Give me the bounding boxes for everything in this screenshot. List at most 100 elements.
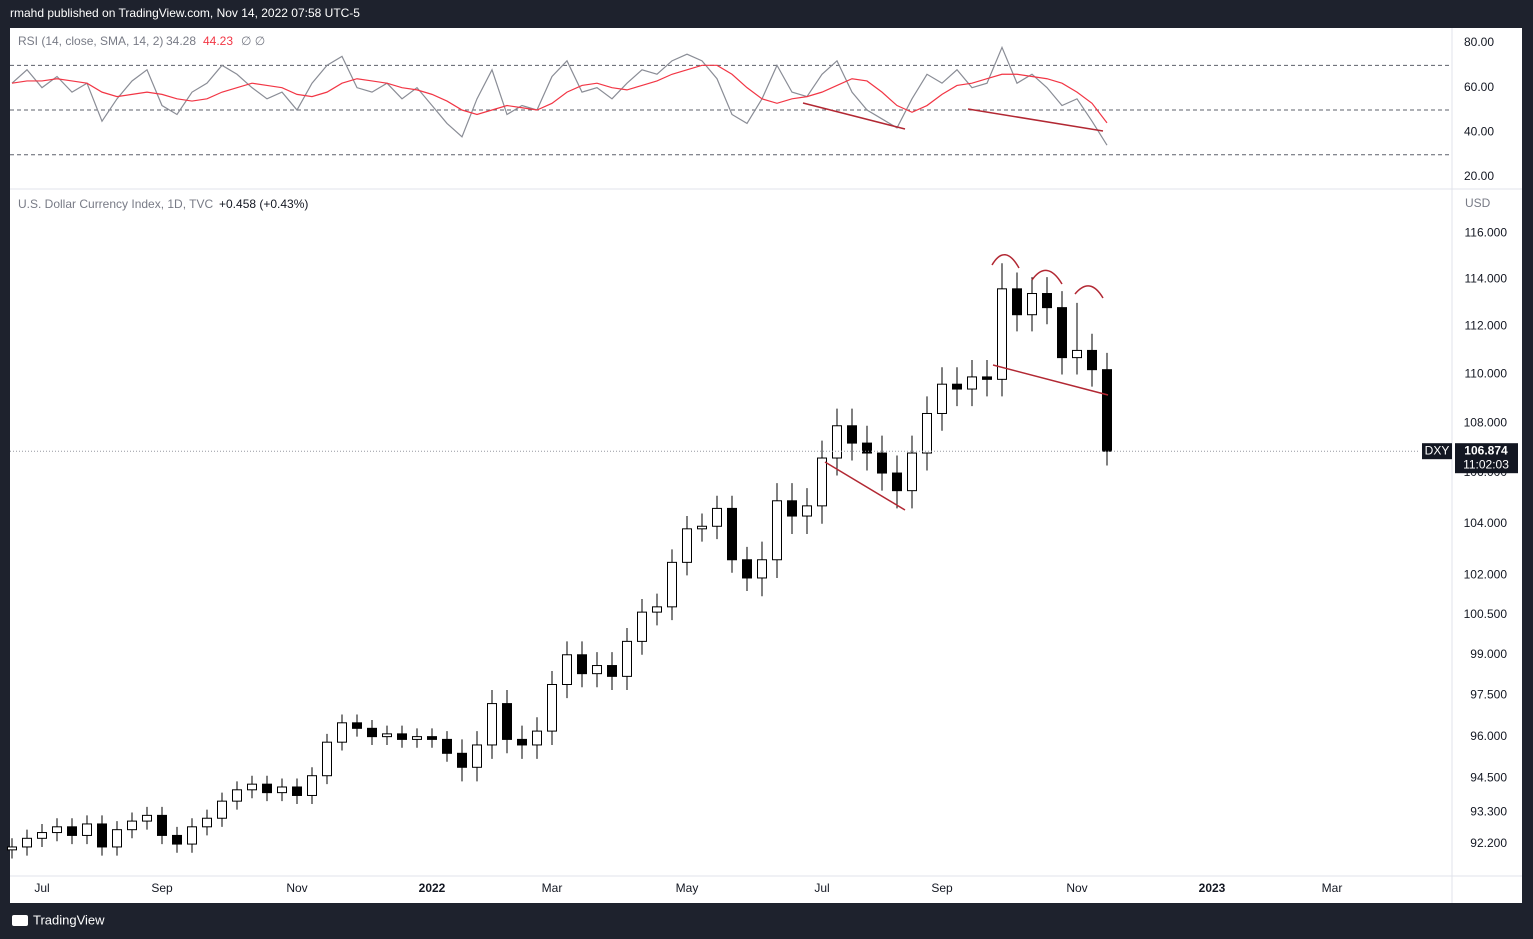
candle-body	[847, 425, 857, 444]
x-tick-label: Jul	[814, 881, 829, 895]
candle-body	[37, 832, 47, 839]
x-tick-label: Nov	[1066, 881, 1087, 895]
x-tick-label: Sep	[931, 881, 953, 895]
candle-body	[427, 736, 437, 740]
symbol-box	[1422, 443, 1452, 460]
candle-body	[802, 505, 812, 517]
candle-body	[772, 500, 782, 561]
x-tick-label: 2022	[419, 881, 446, 895]
candle-body	[607, 665, 617, 677]
candle-body	[457, 752, 467, 768]
candle-body	[382, 733, 392, 738]
rsi-trend-line	[802, 102, 906, 130]
trend-line	[824, 461, 906, 511]
candle-body	[877, 452, 887, 474]
x-tick-label: Mar	[542, 881, 563, 895]
candle-body	[472, 744, 482, 768]
candle-body	[787, 500, 797, 517]
y-tick-label: 94.500	[1470, 771, 1507, 785]
logo: TradingView	[12, 912, 105, 927]
candle-body	[727, 507, 737, 561]
rsi-line	[11, 64, 1108, 124]
y-tick-label: 116.000	[1465, 225, 1508, 239]
candle-body	[1087, 349, 1097, 371]
x-tick-label: May	[676, 881, 699, 895]
y-tick-label: 92.200	[1470, 836, 1507, 850]
y-tick-label: 104.000	[1464, 516, 1508, 530]
candle-body	[22, 837, 32, 848]
candle-body	[712, 507, 722, 527]
candle-body	[517, 738, 527, 746]
candle-body	[652, 606, 662, 613]
shoulder-arc	[991, 254, 1020, 269]
y-tick-label: 112.000	[1465, 319, 1508, 333]
currency-unit: USD	[1465, 196, 1491, 210]
candle-body	[487, 703, 497, 746]
y-tick-label: 114.000	[1465, 272, 1508, 286]
candle-body	[922, 412, 932, 454]
candle-body	[217, 800, 227, 819]
candle-body	[82, 823, 92, 836]
last-price-label: 106.874	[1464, 443, 1508, 457]
candle-body	[997, 288, 1007, 380]
publish-header: rmahd published on TradingView.com, Nov …	[10, 6, 360, 20]
candle-body	[757, 559, 767, 579]
rsi-flags: ∅ ∅	[241, 34, 265, 48]
countdown-label: 11:02:03	[1463, 457, 1509, 471]
candle-body	[1027, 293, 1037, 316]
candle-body	[937, 383, 947, 414]
y-tick-label: 102.000	[1464, 568, 1508, 582]
shoulder-arc	[1074, 285, 1104, 299]
candle-body	[1102, 369, 1112, 452]
y-tick-label: 97.500	[1470, 688, 1507, 702]
y-tick-label: 96.000	[1470, 729, 1507, 743]
candle-body	[292, 786, 302, 796]
candle-body	[502, 703, 512, 740]
price-change: +0.458 (+0.43%)	[219, 197, 308, 211]
y-tick-label: 100.500	[1464, 607, 1508, 621]
candle-body	[1057, 307, 1067, 359]
candle-body	[67, 826, 77, 836]
candle-body	[52, 826, 62, 834]
candle-body	[862, 442, 872, 454]
y-tick-label: 20.00	[1464, 169, 1494, 183]
logo-icon	[12, 915, 28, 926]
y-tick-label: 99.000	[1470, 647, 1507, 661]
candle-body	[232, 789, 242, 802]
candle-body	[172, 834, 182, 845]
plot-background	[10, 28, 1522, 903]
x-tick-label: Sep	[151, 881, 173, 895]
candle-body	[682, 528, 692, 563]
candle-body	[532, 730, 542, 746]
candle-body	[112, 829, 122, 848]
x-tick-label: Jul	[34, 881, 49, 895]
candle-body	[967, 376, 977, 390]
candle-body	[562, 654, 572, 685]
y-tick-label: 108.000	[1464, 415, 1508, 429]
candle-body	[412, 736, 422, 740]
y-tick-label: 110.000	[1465, 367, 1508, 381]
candle-body	[337, 722, 347, 743]
rsi-ma-value: 44.23	[203, 34, 233, 48]
candle-body	[247, 783, 257, 791]
y-tick-label: 93.300	[1470, 805, 1507, 819]
rsi-line	[11, 45, 1108, 146]
candle-body	[322, 741, 332, 777]
candle-body	[577, 654, 587, 675]
candle-body	[667, 561, 677, 608]
candle-body	[262, 783, 272, 794]
candle-body	[7, 846, 17, 851]
candle-body	[952, 383, 962, 390]
y-tick-label: 80.00	[1464, 35, 1494, 49]
candle-body	[622, 640, 632, 677]
rsi-trend-line	[967, 108, 1104, 132]
candle-body	[892, 472, 902, 492]
candle-body	[157, 814, 167, 836]
candle-body	[307, 775, 317, 796]
annotations	[802, 102, 1109, 511]
head-arc	[1031, 269, 1063, 285]
candle-body	[397, 733, 407, 740]
candle-body	[187, 826, 197, 845]
